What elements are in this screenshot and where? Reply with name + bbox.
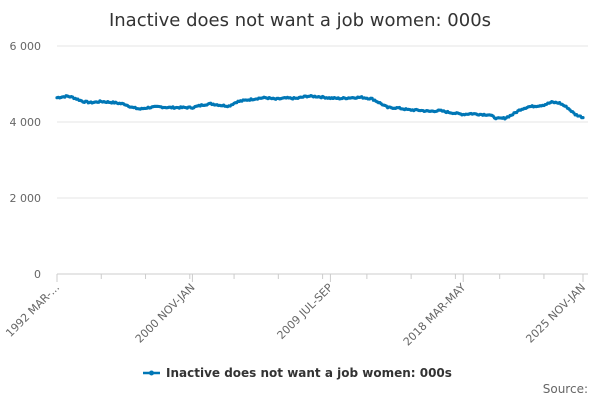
chart-grid xyxy=(57,45,588,275)
x-tick-label: 2009 JUL-SEP xyxy=(275,281,336,342)
source-label: Source: xyxy=(543,382,588,396)
y-tick-label: 4 000 xyxy=(10,116,42,129)
legend[interactable]: Inactive does not want a job women: 000s xyxy=(143,366,452,380)
data-point[interactable] xyxy=(581,116,585,120)
x-tick-label: 2000 NOV-JAN xyxy=(133,281,198,346)
legend-label: Inactive does not want a job women: 000s xyxy=(166,366,452,380)
y-tick-label: 2 000 xyxy=(10,192,42,205)
x-tick-label: 2025 NOV-JAN xyxy=(523,281,588,346)
y-tick-label: 0 xyxy=(34,268,41,281)
plot-area xyxy=(55,93,585,121)
chart-title: Inactive does not want a job women: 000s xyxy=(109,10,491,31)
y-tick-label: 6 000 xyxy=(10,40,42,53)
x-tick-label: 2018 MAR-MAY xyxy=(401,281,469,349)
legend-marker xyxy=(149,370,154,376)
x-tick-label: 1992 MAR-... xyxy=(3,281,62,340)
x-axis: 1992 MAR-... 2000 NOV-JAN 2009 JUL-SEP 2018… xyxy=(3,274,588,349)
y-axis: 0 2 000 4 000 6 000 xyxy=(10,40,42,281)
